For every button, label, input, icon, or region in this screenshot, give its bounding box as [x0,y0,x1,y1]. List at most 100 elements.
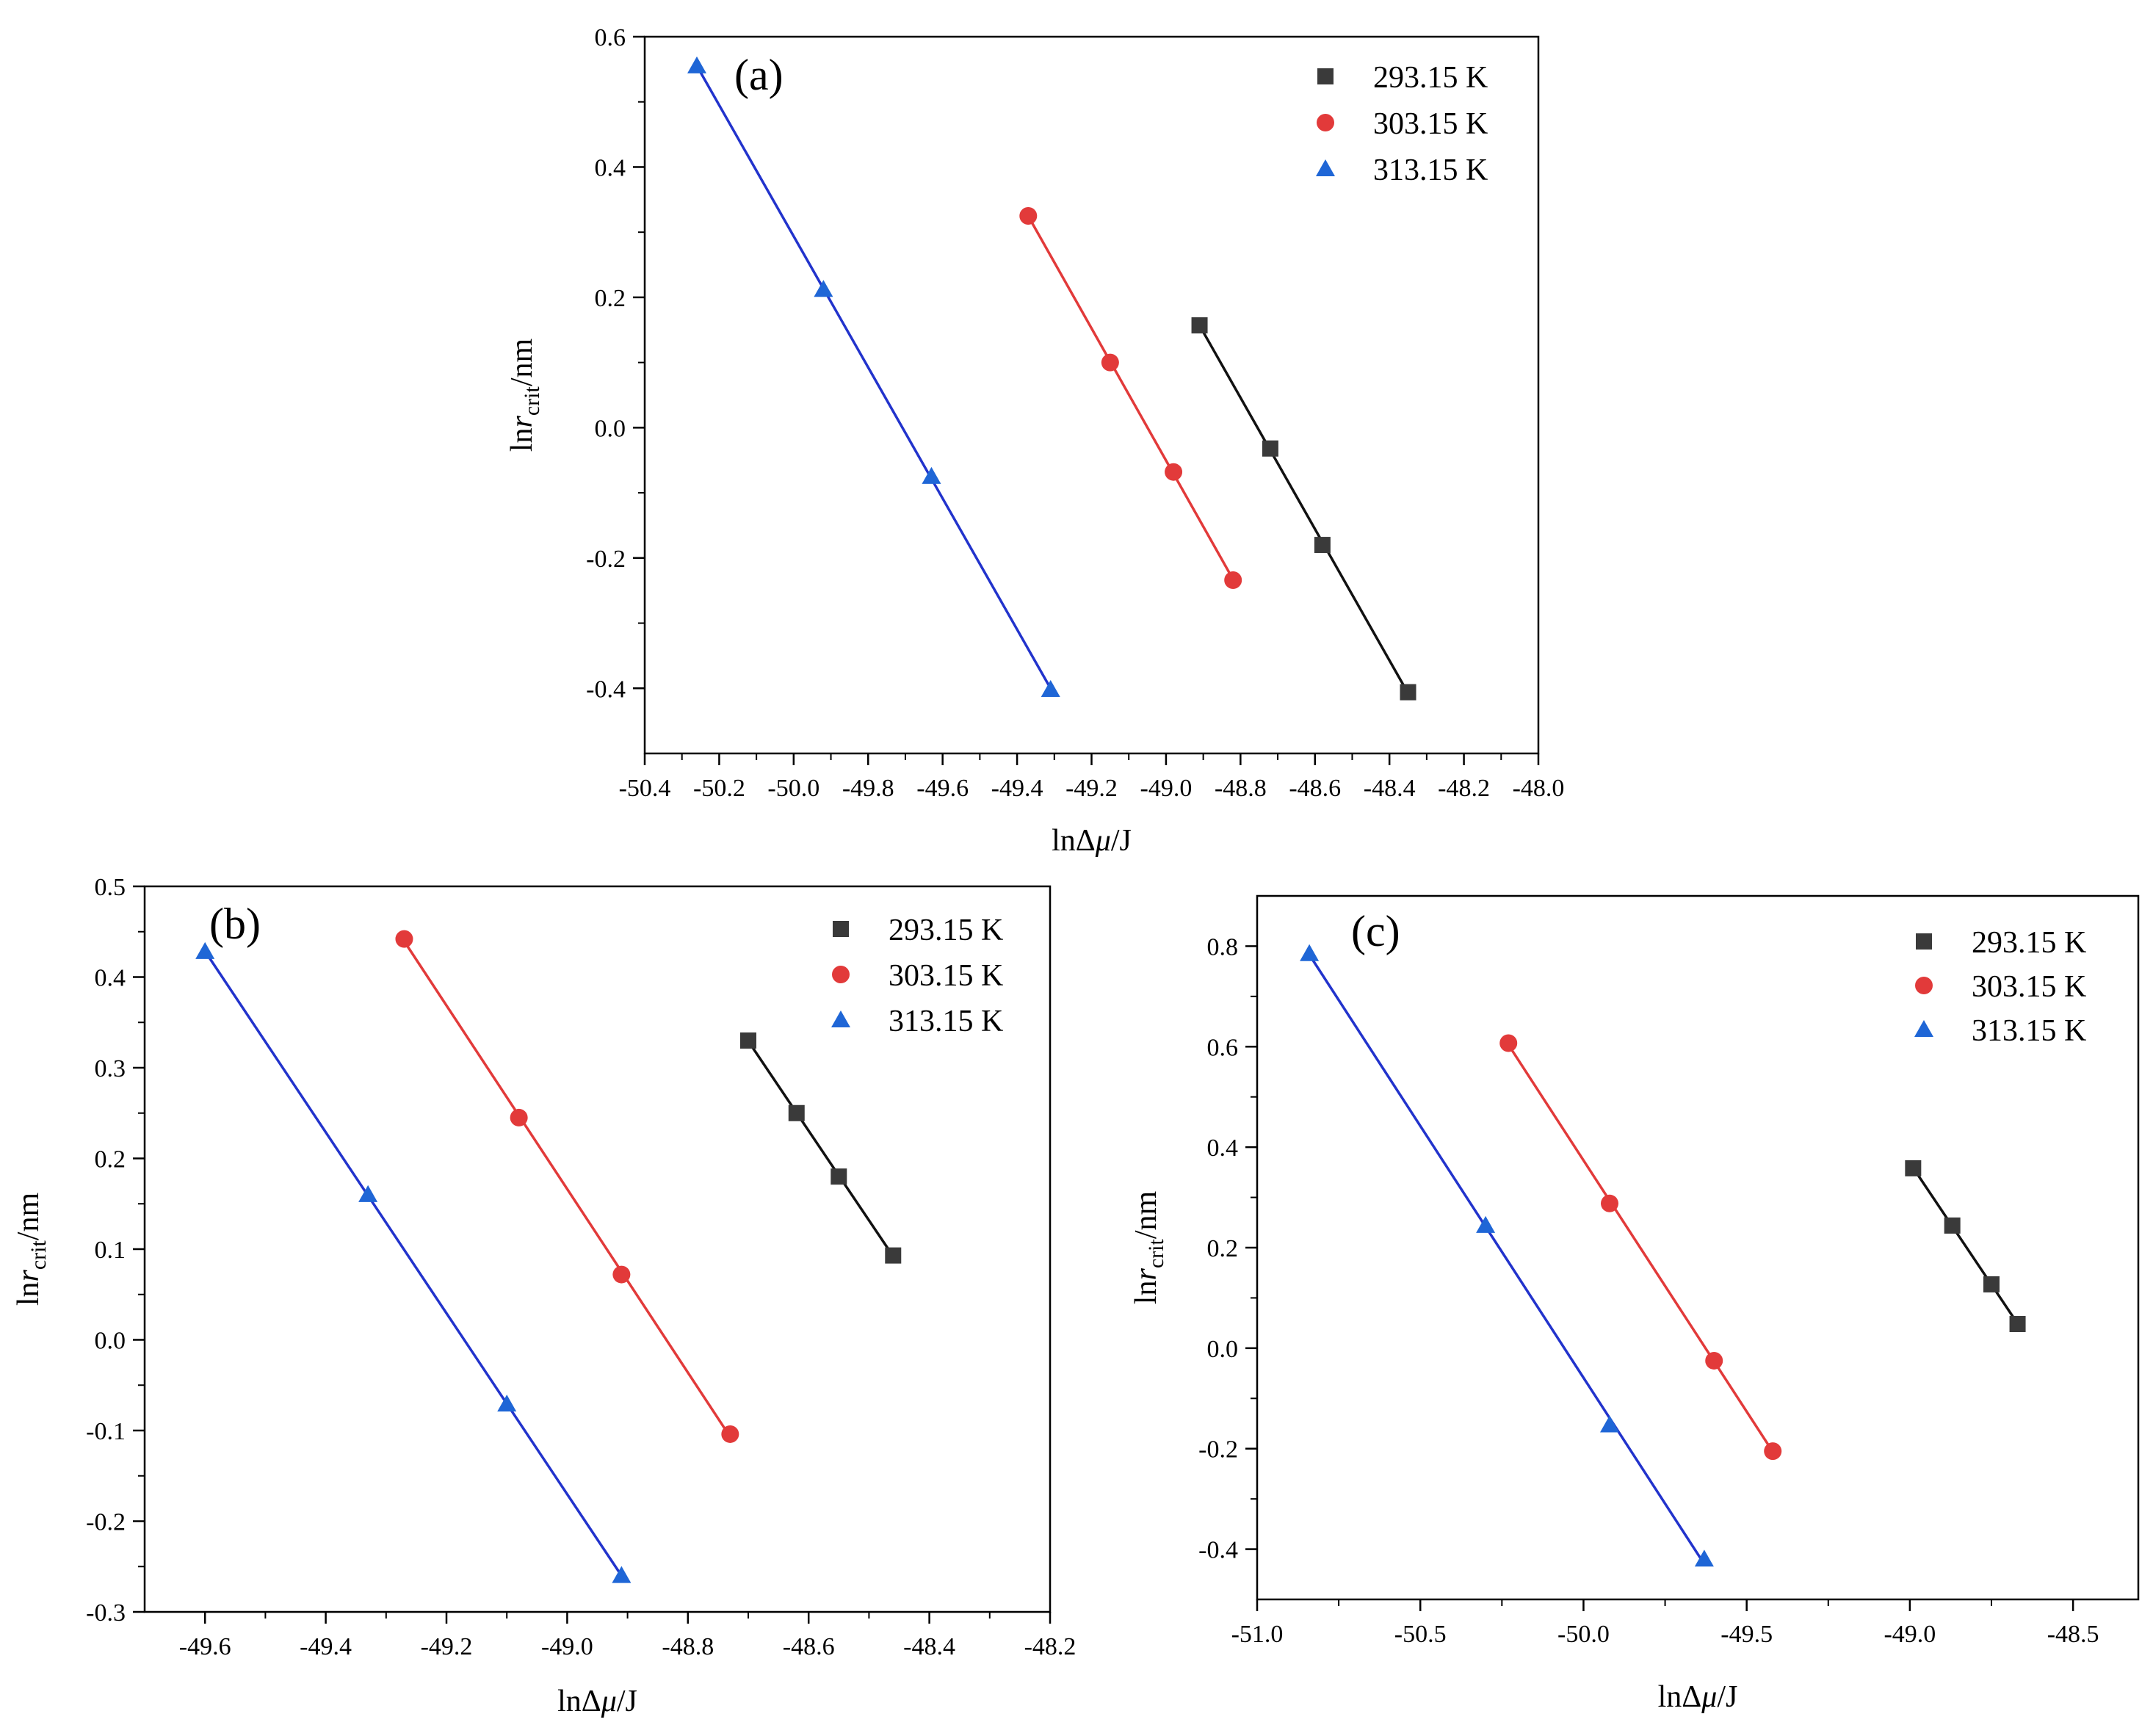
data-point [395,930,413,948]
x-tick-label: -49.0 [541,1633,593,1660]
series-circle [1019,207,1242,589]
x-tick-label: -50.2 [693,775,745,802]
plot-frame [143,885,1052,1613]
chart-panel-c: -51.0 -50.5 -50.0 -49.5 -49.0 -48.5 -0.4 -0.2 0.… [1129,894,2140,1714]
y-tick-label: 0.4 [95,965,126,992]
legend-marker [1916,933,1932,950]
data-point [1165,463,1183,481]
chart-panel-b: -49.6 -49.4 -49.2 -49.0 -48.8 -48.6 -48.4 -48.2… [12,874,1076,1718]
x-tick-label: -50.0 [767,775,819,802]
data-point [358,1185,378,1202]
x-tick-label: -50.0 [1557,1621,1610,1648]
data-point [1262,440,1278,457]
fit-line [695,65,1052,690]
legend-label: 313.15 K [889,1005,1003,1038]
x-tick-label: -49.5 [1720,1621,1773,1648]
y-tick-label: 0.0 [1207,1336,1239,1363]
fit-line [1027,215,1234,580]
x-tick-label: -48.4 [1364,775,1416,802]
legend-label: 313.15 K [1373,153,1488,187]
data-point [1764,1442,1782,1461]
y-tick-label: 0.2 [1207,1235,1239,1262]
data-point [1499,1034,1518,1052]
legend-label: 303.15 K [889,959,1003,993]
y-tick-label: 0.0 [595,415,626,442]
legend-label: 293.15 K [889,914,1003,947]
x-tick-label: -49.0 [1884,1621,1936,1648]
series-square [740,1032,902,1264]
x-tick-label: -48.4 [903,1633,955,1660]
data-point [612,1566,632,1583]
data-point [740,1032,756,1049]
data-point [1601,1194,1618,1212]
x-tick-label: -48.8 [1215,775,1267,802]
data-point [687,56,706,73]
x-tick-label: -48.5 [2047,1621,2099,1648]
fit-line [747,1040,894,1257]
x-tick-label: -50.5 [1394,1621,1447,1648]
data-point [1476,1215,1496,1233]
y-tick-label: 0.2 [595,285,626,312]
y-axis-title: lnrcrit/nm [12,1192,51,1306]
y-tick-label: 0.5 [95,874,126,901]
data-point [1705,1351,1723,1370]
y-tick-label: -0.2 [1198,1436,1238,1464]
legend-label: 293.15 K [1972,926,2086,960]
legend-marker [1316,159,1335,176]
fit-line [1198,325,1410,694]
x-tick-label: -48.2 [1438,775,1490,802]
series-square [1191,317,1416,701]
data-point [1041,680,1060,698]
data-point [195,941,215,959]
data-point [1314,537,1331,554]
x-tick-label: -48.0 [1513,775,1565,802]
series-circle [395,930,739,1443]
fit-line [203,950,623,1577]
x-tick-label: -49.2 [421,1633,473,1660]
panel-label: (b) [209,900,261,948]
x-tick-label: -49.4 [300,1633,352,1660]
x-tick-label: -49.8 [842,775,894,802]
data-point [497,1395,517,1412]
x-tick-label: -49.2 [1065,775,1118,802]
panel-label: (c) [1351,907,1400,955]
x-tick-label: -48.6 [1289,775,1341,802]
x-tick-label: -48.8 [662,1633,714,1660]
data-point [1191,317,1208,334]
y-tick-label: 0.1 [95,1237,126,1264]
series-triangle [195,941,632,1583]
x-tick-label: -49.0 [1140,775,1193,802]
x-tick-label: -48.6 [783,1633,835,1660]
legend-marker [832,966,850,983]
data-point [831,1168,847,1185]
legend-label: 303.15 K [1972,970,2086,1004]
fit-line [1308,954,1706,1565]
legend-marker [1317,68,1334,84]
y-tick-label: -0.4 [1198,1537,1238,1564]
y-tick-label: -0.2 [86,1509,126,1536]
y-tick-label: 0.0 [95,1328,126,1355]
data-point [1300,944,1320,961]
x-tick-label: -51.0 [1231,1621,1284,1648]
y-axis-title: lnrcrit/nm [505,338,544,452]
data-point [1983,1276,2000,1292]
series-triangle [1300,944,1714,1567]
y-tick-label: 0.4 [1207,1135,1239,1162]
y-tick-label: 0.8 [1207,933,1239,961]
data-point [1600,1415,1619,1433]
x-axis-title: lnΔμ/J [557,1685,637,1718]
x-tick-label: -50.4 [619,775,671,802]
x-tick-label: -49.4 [991,775,1043,802]
panel-label: (a) [734,51,784,99]
data-point [1101,353,1119,372]
legend-label: 303.15 K [1373,107,1488,141]
x-tick-label: -48.2 [1024,1633,1076,1660]
fit-line [1507,1044,1774,1453]
y-tick-label: 0.6 [595,24,626,51]
data-point [2009,1316,2026,1333]
data-point [922,466,941,484]
series-square [1905,1160,2026,1333]
y-tick-label: 0.4 [595,154,626,181]
data-point [1224,571,1242,589]
